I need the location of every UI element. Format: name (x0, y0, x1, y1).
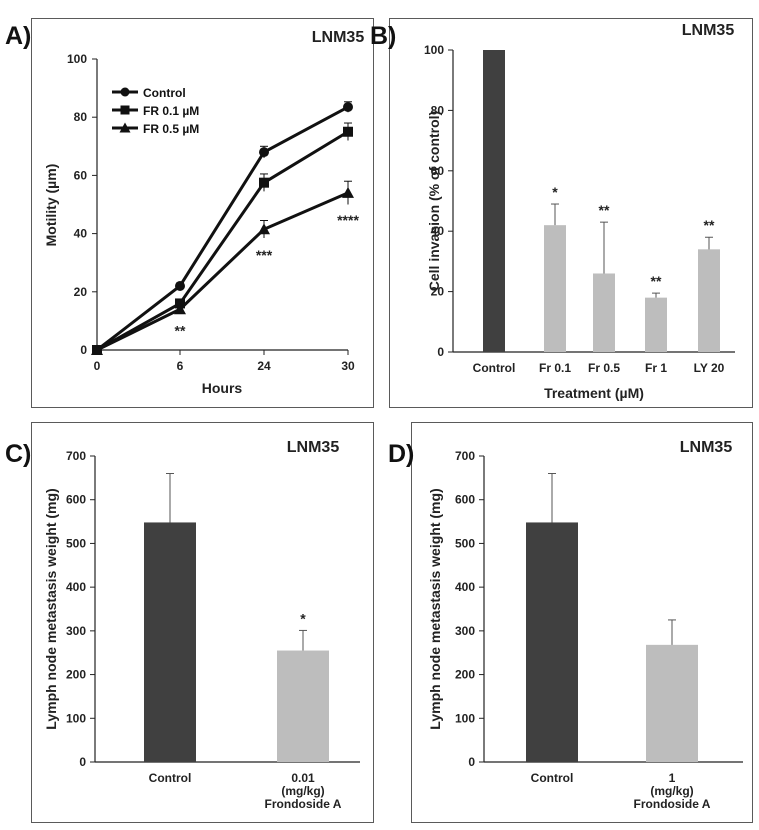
y-tick-label: 700 (455, 449, 475, 463)
y-tick-label: 300 (66, 624, 86, 638)
y-tick-label: 100 (424, 43, 444, 57)
x-tick-label: 0 (94, 359, 101, 373)
x-tick-label: (mg/kg) (281, 784, 324, 798)
series-line (96, 191, 349, 352)
bar (698, 249, 720, 352)
x-axis-title: Treatment (µM) (544, 385, 644, 401)
y-axis-title: Motility (µm) (43, 164, 59, 247)
panel-d-frame (411, 422, 753, 823)
bar (483, 50, 505, 352)
panel-letter-d: D) (388, 440, 415, 468)
x-tick-label: (mg/kg) (650, 784, 693, 798)
legend-label: FR 0.5 µM (143, 122, 199, 136)
data-point-triangle (119, 122, 131, 133)
significance-label: ** (599, 202, 610, 218)
panel-c-frame (31, 422, 374, 823)
x-tick-label: Control (149, 771, 192, 785)
y-tick-label: 60 (431, 164, 445, 178)
bar (593, 273, 615, 352)
x-tick-label: Frondoside A (634, 797, 711, 811)
x-tick-label: LY 20 (694, 361, 725, 375)
x-tick-label: 6 (177, 359, 184, 373)
panel-b-frame (389, 18, 753, 408)
y-tick-label: 20 (431, 285, 445, 299)
y-tick-label: 200 (66, 668, 86, 682)
y-tick-label: 80 (431, 103, 445, 117)
data-point-triangle (258, 223, 270, 235)
bar (645, 297, 667, 352)
y-axis-title: Lymph node metastasis weight (mg) (427, 488, 443, 729)
chart-title: LNM35 (312, 29, 365, 46)
data-point-triangle (91, 344, 103, 355)
y-tick-label: 400 (66, 580, 86, 594)
data-point-square (343, 126, 353, 137)
series-line (96, 130, 349, 352)
y-tick-label: 300 (455, 624, 475, 638)
data-point-circle (259, 147, 269, 158)
x-tick-label: Frondoside A (265, 797, 342, 811)
data-point-circle (120, 87, 130, 97)
y-tick-label: 700 (66, 449, 86, 463)
data-point-square (259, 177, 269, 188)
x-tick-label: Fr 0.1 (539, 361, 571, 375)
y-tick-label: 100 (67, 52, 87, 66)
data-point-circle (175, 280, 185, 291)
y-tick-label: 500 (455, 536, 475, 550)
x-tick-label: Fr 1 (645, 361, 667, 375)
y-tick-label: 100 (66, 711, 86, 725)
y-axis-title: Lymph node metastasis weight (mg) (43, 488, 59, 729)
y-tick-label: 40 (431, 224, 445, 238)
x-tick-label: 0.01 (291, 771, 315, 785)
y-tick-label: 0 (468, 755, 475, 769)
y-tick-label: 0 (80, 343, 87, 357)
panel-letter-c: C) (5, 440, 32, 468)
significance-label: ** (704, 217, 715, 233)
bar (646, 644, 698, 762)
y-tick-label: 200 (455, 668, 475, 682)
x-tick-label: Control (531, 771, 574, 785)
legend-label: FR 0.1 µM (143, 104, 199, 118)
x-tick-label: Control (473, 361, 516, 375)
x-tick-label: 1 (669, 771, 676, 785)
y-tick-label: 100 (455, 711, 475, 725)
panel-a-frame (31, 18, 374, 408)
panel-letter-b: B) (370, 22, 397, 50)
significance-label: **** (337, 212, 359, 228)
y-tick-label: 20 (74, 285, 88, 299)
x-tick-label: Fr 0.5 (588, 361, 620, 375)
chart-title: LNM35 (287, 439, 340, 456)
bar (277, 650, 329, 762)
significance-label: ** (651, 273, 662, 289)
y-tick-label: 400 (455, 580, 475, 594)
significance-label: * (552, 184, 558, 200)
data-point-circle (343, 102, 353, 113)
data-point-square (120, 105, 130, 115)
y-tick-label: 600 (455, 493, 475, 507)
y-axis-title: Cell invasion (% of control) (426, 111, 442, 291)
y-tick-label: 0 (437, 345, 444, 359)
significance-label: ** (175, 322, 186, 338)
y-tick-label: 60 (74, 168, 88, 182)
bar (544, 225, 566, 352)
data-point-triangle (342, 186, 354, 198)
y-tick-label: 0 (79, 755, 86, 769)
data-point-triangle (174, 303, 186, 315)
y-tick-label: 500 (66, 536, 86, 550)
x-tick-label: 24 (257, 359, 271, 373)
y-tick-label: 40 (74, 227, 88, 241)
bar (144, 522, 196, 762)
significance-label: *** (256, 247, 273, 263)
bar (526, 522, 578, 762)
legend-label: Control (143, 86, 186, 100)
y-tick-label: 80 (74, 110, 88, 124)
chart-title: LNM35 (680, 439, 733, 456)
x-axis-title: Hours (202, 380, 243, 396)
chart-title: LNM35 (682, 22, 735, 39)
x-tick-label: 30 (341, 359, 355, 373)
significance-label: * (300, 610, 306, 626)
y-tick-label: 600 (66, 493, 86, 507)
panel-letter-a: A) (5, 22, 32, 50)
series-line (96, 105, 349, 352)
